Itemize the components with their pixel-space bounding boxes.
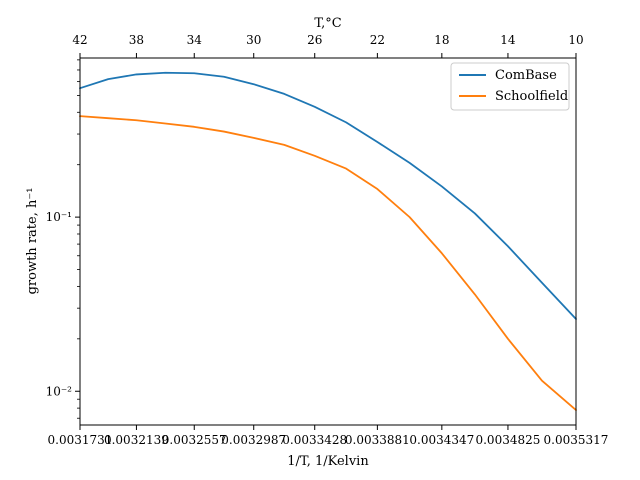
x-tick-label-4: 0.0033428 — [282, 433, 347, 447]
x-tick-label-2: 0.0032557 — [162, 433, 227, 447]
top-tick-label-5: 22 — [370, 33, 385, 47]
top-tick-label-1: 38 — [129, 33, 144, 47]
series-line-combase — [79, 71, 577, 320]
legend-label-schoolfield: Schoolfield — [495, 89, 568, 104]
top-tick-label-7: 14 — [500, 33, 516, 47]
y-tick-label-1: 10⁻¹ — [46, 210, 72, 224]
x-tick-label-1: 0.0032139 — [104, 433, 169, 447]
top-tick-label-0: 42 — [72, 33, 87, 47]
top-tick-label-6: 18 — [434, 33, 449, 47]
legend: ComBase Schoolfield — [450, 62, 570, 111]
top-tick-label-4: 26 — [307, 33, 322, 47]
plot-frame — [79, 57, 577, 426]
x-tick-label-7: 0.0034825 — [475, 433, 540, 447]
x-tick-label-3: 0.0032987 — [221, 433, 286, 447]
x-tick-label-8: 0.0035317 — [544, 433, 609, 447]
series-layer — [79, 71, 577, 411]
y-axis-label: growth rate, h⁻¹ — [25, 188, 40, 295]
ticks-layer: 0.00317310.00321390.00325570.00329870.00… — [46, 33, 609, 447]
legend-label-combase: ComBase — [495, 68, 557, 83]
x-tick-label-5: 0.0033881 — [345, 433, 410, 447]
x-axis-label: 1/T, 1/Kelvin — [287, 454, 369, 469]
plot-background — [80, 58, 576, 425]
x-tick-label-0: 0.0031731 — [48, 433, 113, 447]
top-tick-label-3: 30 — [246, 33, 261, 47]
top-axis-label: T,°C — [314, 16, 341, 31]
series-line-schoolfield — [79, 115, 577, 411]
top-tick-label-8: 10 — [568, 33, 583, 47]
x-tick-label-6: 0.0034347 — [409, 433, 474, 447]
top-tick-label-2: 34 — [187, 33, 203, 47]
y-tick-label-0: 10⁻² — [46, 384, 73, 398]
